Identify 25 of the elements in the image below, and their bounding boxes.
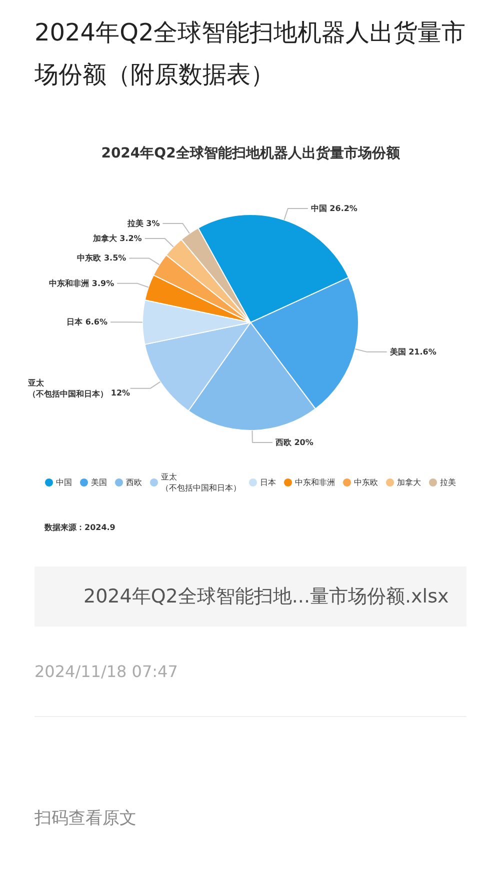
category-label: 日本 6.6% [66,318,108,327]
slice-label: 亚太（不包括中国和日本） [26,378,108,398]
category-label: 中东欧 3.5% [77,254,126,263]
legend-label: 中东欧 [354,478,378,487]
text: 扫码查看原文 [34,808,136,828]
legend-label: 中东和非洲 [295,478,335,487]
text: 2024年Q2全球智能扫地...量市场份额.xlsx [84,586,449,608]
legend-label: 美国 [91,478,107,487]
legend-label: 加拿大 [397,478,421,487]
chart-subtitle: 2024年Q2全球智能扫地机器人出货量市场份额 [101,144,401,162]
text: 2024/11/18 07:47 [34,662,178,681]
chart-title: 2024年Q2全球智能扫地机器人出货量市场份额（附原数据表） [34,18,466,88]
category-label: 拉美 3% [127,218,160,228]
legend-label: 日本 [260,478,276,487]
legend-label: 拉美 [440,478,456,487]
category-label: 加拿大 3.2% [92,234,142,243]
source-note: 数据来源：2024.9 [44,523,116,532]
category-label: 美国 21.6% [390,347,436,356]
category-label: 西欧 20% [275,438,314,447]
legend-label: 亚太 （不包括中国和日本） [161,472,241,492]
category-label: 中国 26.2% [310,204,358,213]
legend-label: 中国 [56,478,72,487]
data-label: 12% [110,388,130,398]
category-label: 中东和非洲 3.9% [49,278,114,288]
legend-label: 西欧 [126,478,142,487]
